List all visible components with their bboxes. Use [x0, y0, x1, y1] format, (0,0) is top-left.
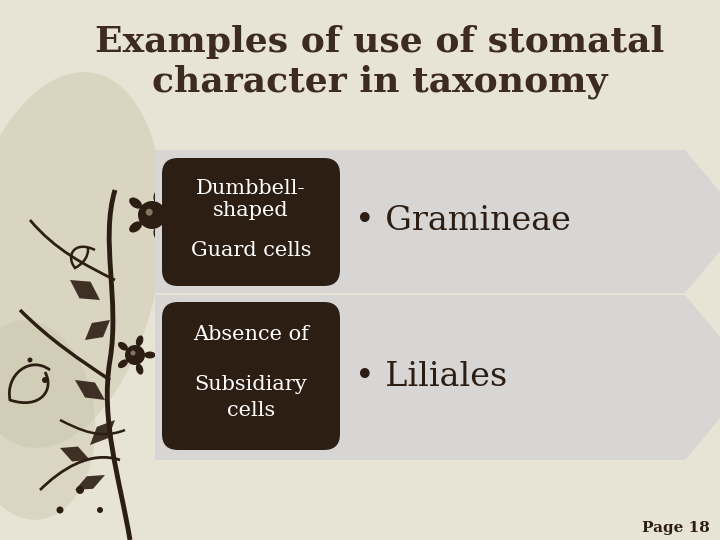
Text: • Gramineae: • Gramineae	[355, 206, 571, 238]
Polygon shape	[90, 420, 115, 445]
Polygon shape	[75, 475, 105, 490]
Ellipse shape	[129, 221, 142, 233]
Ellipse shape	[136, 364, 143, 375]
FancyBboxPatch shape	[162, 302, 340, 450]
Circle shape	[125, 345, 145, 365]
Polygon shape	[70, 280, 100, 300]
Text: Guard cells: Guard cells	[191, 240, 311, 260]
Ellipse shape	[144, 352, 156, 359]
Text: Examples of use of stomatal: Examples of use of stomatal	[95, 25, 665, 59]
Polygon shape	[155, 295, 720, 460]
Ellipse shape	[118, 360, 128, 368]
Circle shape	[145, 208, 153, 215]
Ellipse shape	[153, 227, 163, 241]
Circle shape	[138, 201, 166, 229]
Text: cells: cells	[227, 401, 275, 420]
Ellipse shape	[0, 72, 164, 448]
FancyBboxPatch shape	[162, 158, 340, 286]
Text: Absence of: Absence of	[193, 325, 309, 343]
Circle shape	[97, 507, 103, 513]
Ellipse shape	[129, 198, 142, 208]
Polygon shape	[85, 320, 110, 340]
Text: Dumbbell-: Dumbbell-	[197, 179, 306, 198]
Ellipse shape	[165, 211, 179, 219]
Circle shape	[76, 486, 84, 494]
Ellipse shape	[0, 320, 95, 520]
Text: Page 18: Page 18	[642, 521, 710, 535]
Text: • Liliales: • Liliales	[355, 361, 508, 394]
Ellipse shape	[153, 188, 163, 202]
Circle shape	[27, 357, 32, 362]
Text: shaped: shaped	[213, 200, 289, 219]
Circle shape	[42, 377, 48, 383]
Circle shape	[130, 350, 135, 355]
Circle shape	[56, 507, 63, 514]
Polygon shape	[75, 380, 105, 400]
Text: character in taxonomy: character in taxonomy	[152, 65, 608, 99]
Ellipse shape	[136, 335, 143, 346]
Polygon shape	[155, 150, 720, 293]
Text: Subsidiary: Subsidiary	[194, 375, 307, 394]
Ellipse shape	[118, 342, 128, 350]
Polygon shape	[60, 447, 90, 461]
